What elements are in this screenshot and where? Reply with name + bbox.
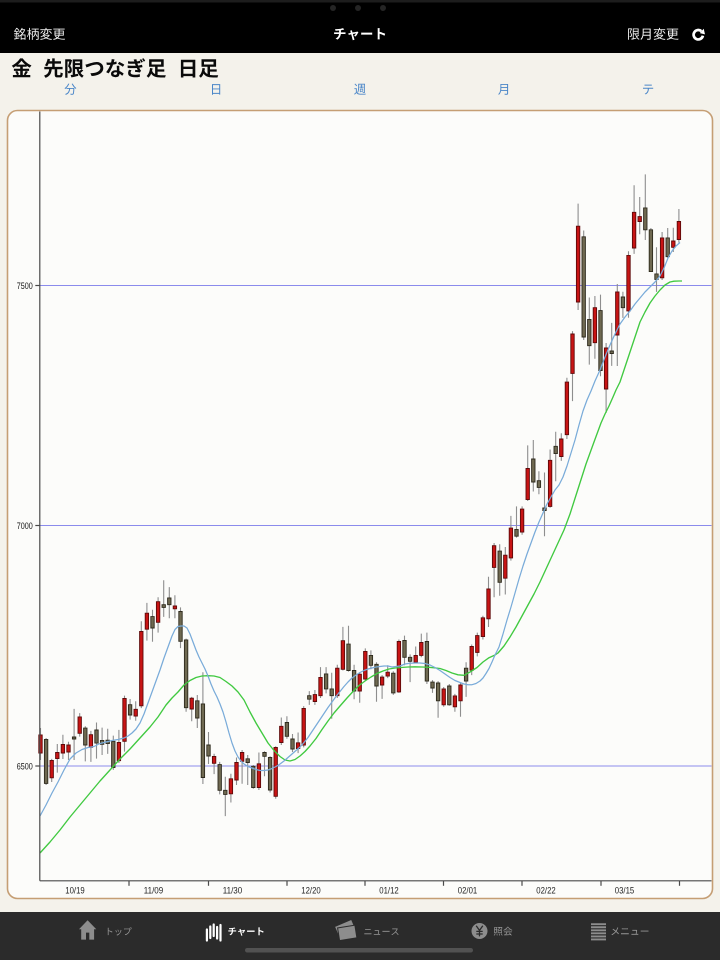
svg-text:11/30: 11/30 <box>223 886 242 896</box>
svg-text:12/20: 12/20 <box>301 886 320 896</box>
svg-text:02/22: 02/22 <box>536 886 555 896</box>
svg-text:7000: 7000 <box>17 521 33 532</box>
svg-text:01/12: 01/12 <box>379 886 398 896</box>
svg-text:7500: 7500 <box>17 281 33 292</box>
svg-text:02/01: 02/01 <box>458 886 477 896</box>
svg-text:03/15: 03/15 <box>615 886 634 896</box>
svg-text:6500: 6500 <box>17 762 33 773</box>
svg-text:11/09: 11/09 <box>144 886 163 896</box>
svg-text:10/19: 10/19 <box>65 886 84 896</box>
